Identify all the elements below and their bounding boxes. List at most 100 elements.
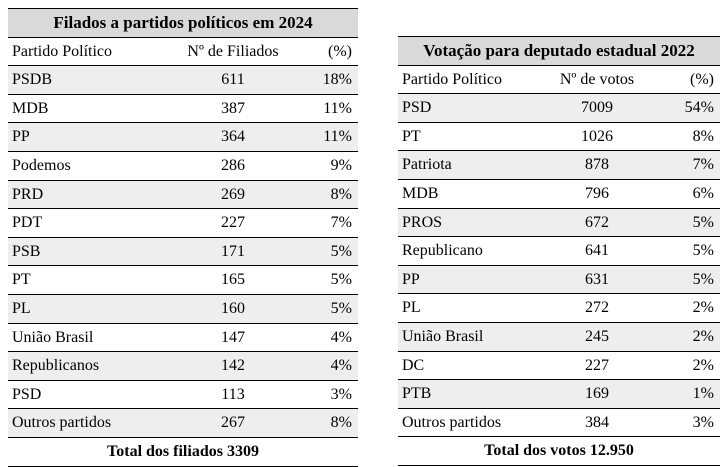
filiados-table-row: PSDB 611 18% <box>8 65 358 95</box>
filiados-table-row: Republicanos 142 4% <box>8 351 358 381</box>
filiados-table-row: PP 364 11% <box>8 122 358 152</box>
votacao-cell-party: PTB <box>398 379 538 409</box>
filiados-cell-party: PP <box>8 122 168 152</box>
votacao-table-row: DC 227 2% <box>398 351 720 381</box>
votacao-cell-count: 878 <box>538 150 656 180</box>
votacao-table-row: PSD 7009 54% <box>398 93 720 123</box>
votacao-cell-count: 169 <box>538 379 656 409</box>
filiados-cell-pct: 11% <box>298 122 358 152</box>
filiados-cell-count: 286 <box>168 151 298 181</box>
votacao-cell-pct: 2% <box>656 293 720 323</box>
filiados-cell-party: PL <box>8 294 168 324</box>
votacao-cell-count: 245 <box>538 322 656 352</box>
filiados-cell-party: MDB <box>8 94 168 124</box>
filiados-cell-count: 269 <box>168 180 298 210</box>
filiados-cell-pct: 5% <box>298 237 358 267</box>
filiados-cell-party: PSB <box>8 237 168 267</box>
filiados-cell-count: 171 <box>168 237 298 267</box>
votacao-cell-party: União Brasil <box>398 322 538 352</box>
filiados-total: Total dos filiados 3309 <box>8 437 358 467</box>
filiados-table-row: União Brasil 147 4% <box>8 323 358 353</box>
votacao-cell-party: DC <box>398 351 538 381</box>
votacao-table-row: Outros partidos 384 3% <box>398 408 720 438</box>
filiados-table-row: PSB 171 5% <box>8 237 358 267</box>
filiados-cell-count: 387 <box>168 94 298 124</box>
filiados-cell-count: 147 <box>168 323 298 353</box>
filiados-cell-party: PSD <box>8 380 168 410</box>
filiados-cell-pct: 11% <box>298 94 358 124</box>
votacao-cell-count: 1026 <box>538 122 656 152</box>
votacao-header-count: Nº de votos <box>538 65 656 95</box>
votacao-cell-count: 7009 <box>538 93 656 123</box>
filiados-title: Filados a partidos políticos em 2024 <box>8 8 358 38</box>
filiados-cell-pct: 7% <box>298 208 358 238</box>
filiados-cell-party: União Brasil <box>8 323 168 353</box>
votacao-cell-pct: 2% <box>656 351 720 381</box>
votacao-cell-pct: 6% <box>656 179 720 209</box>
votacao-table-row: Republicano 641 5% <box>398 236 720 266</box>
filiados-cell-count: 165 <box>168 265 298 295</box>
filiados-table: Filados a partidos políticos em 2024 Par… <box>8 8 358 467</box>
votacao-table: Votação para deputado estadual 2022 Part… <box>398 36 720 466</box>
votacao-cell-count: 641 <box>538 236 656 266</box>
filiados-cell-party: Podemos <box>8 151 168 181</box>
votacao-table-row: PTB 169 1% <box>398 379 720 409</box>
filiados-cell-party: Outros partidos <box>8 408 168 438</box>
votacao-cell-party: PP <box>398 265 538 295</box>
filiados-header-count: Nº de Filiados <box>168 37 298 67</box>
votacao-cell-count: 796 <box>538 179 656 209</box>
votacao-cell-count: 272 <box>538 293 656 323</box>
votacao-cell-count: 672 <box>538 208 656 238</box>
filiados-header-party: Partido Político <box>8 37 168 67</box>
filiados-table-row: PT 165 5% <box>8 265 358 295</box>
filiados-cell-count: 113 <box>168 380 298 410</box>
filiados-cell-count: 142 <box>168 351 298 381</box>
votacao-header-party: Partido Político <box>398 65 538 95</box>
votacao-cell-pct: 5% <box>656 208 720 238</box>
filiados-cell-pct: 5% <box>298 265 358 295</box>
votacao-cell-pct: 54% <box>656 93 720 123</box>
votacao-cell-pct: 5% <box>656 236 720 266</box>
filiados-header-pct: (%) <box>298 37 358 67</box>
filiados-cell-count: 267 <box>168 408 298 438</box>
filiados-table-row: PL 160 5% <box>8 294 358 324</box>
votacao-cell-pct: 3% <box>656 408 720 438</box>
votacao-cell-party: Patriota <box>398 150 538 180</box>
votacao-cell-pct: 5% <box>656 265 720 295</box>
votacao-cell-party: MDB <box>398 179 538 209</box>
filiados-cell-pct: 18% <box>298 65 358 95</box>
votacao-cell-party: Outros partidos <box>398 408 538 438</box>
votacao-table-row: PP 631 5% <box>398 265 720 295</box>
filiados-cell-party: PT <box>8 265 168 295</box>
votacao-cell-pct: 2% <box>656 322 720 352</box>
votacao-table-row: Patriota 878 7% <box>398 150 720 180</box>
filiados-cell-pct: 4% <box>298 323 358 353</box>
votacao-cell-pct: 1% <box>656 379 720 409</box>
votacao-table-row: PROS 672 5% <box>398 208 720 238</box>
filiados-cell-pct: 8% <box>298 408 358 438</box>
votacao-cell-pct: 8% <box>656 122 720 152</box>
filiados-cell-party: PRD <box>8 180 168 210</box>
votacao-cell-party: Republicano <box>398 236 538 266</box>
votacao-table-row: MDB 796 6% <box>398 179 720 209</box>
filiados-table-row: Outros partidos 267 8% <box>8 408 358 438</box>
filiados-header-row: Partido Político Nº de Filiados (%) <box>8 37 358 67</box>
votacao-table-row: PL 272 2% <box>398 293 720 323</box>
votacao-cell-party: PROS <box>398 208 538 238</box>
filiados-cell-party: PDT <box>8 208 168 238</box>
filiados-cell-count: 227 <box>168 208 298 238</box>
filiados-cell-party: Republicanos <box>8 351 168 381</box>
votacao-cell-party: PSD <box>398 93 538 123</box>
votacao-cell-pct: 7% <box>656 150 720 180</box>
votacao-cell-count: 631 <box>538 265 656 295</box>
filiados-cell-pct: 5% <box>298 294 358 324</box>
filiados-cell-pct: 9% <box>298 151 358 181</box>
votacao-table-row: União Brasil 245 2% <box>398 322 720 352</box>
votacao-header-pct: (%) <box>656 65 720 95</box>
filiados-cell-pct: 8% <box>298 180 358 210</box>
votacao-cell-count: 227 <box>538 351 656 381</box>
filiados-table-row: PRD 269 8% <box>8 180 358 210</box>
filiados-table-row: Podemos 286 9% <box>8 151 358 181</box>
filiados-cell-count: 611 <box>168 65 298 95</box>
filiados-table-row: PDT 227 7% <box>8 208 358 238</box>
